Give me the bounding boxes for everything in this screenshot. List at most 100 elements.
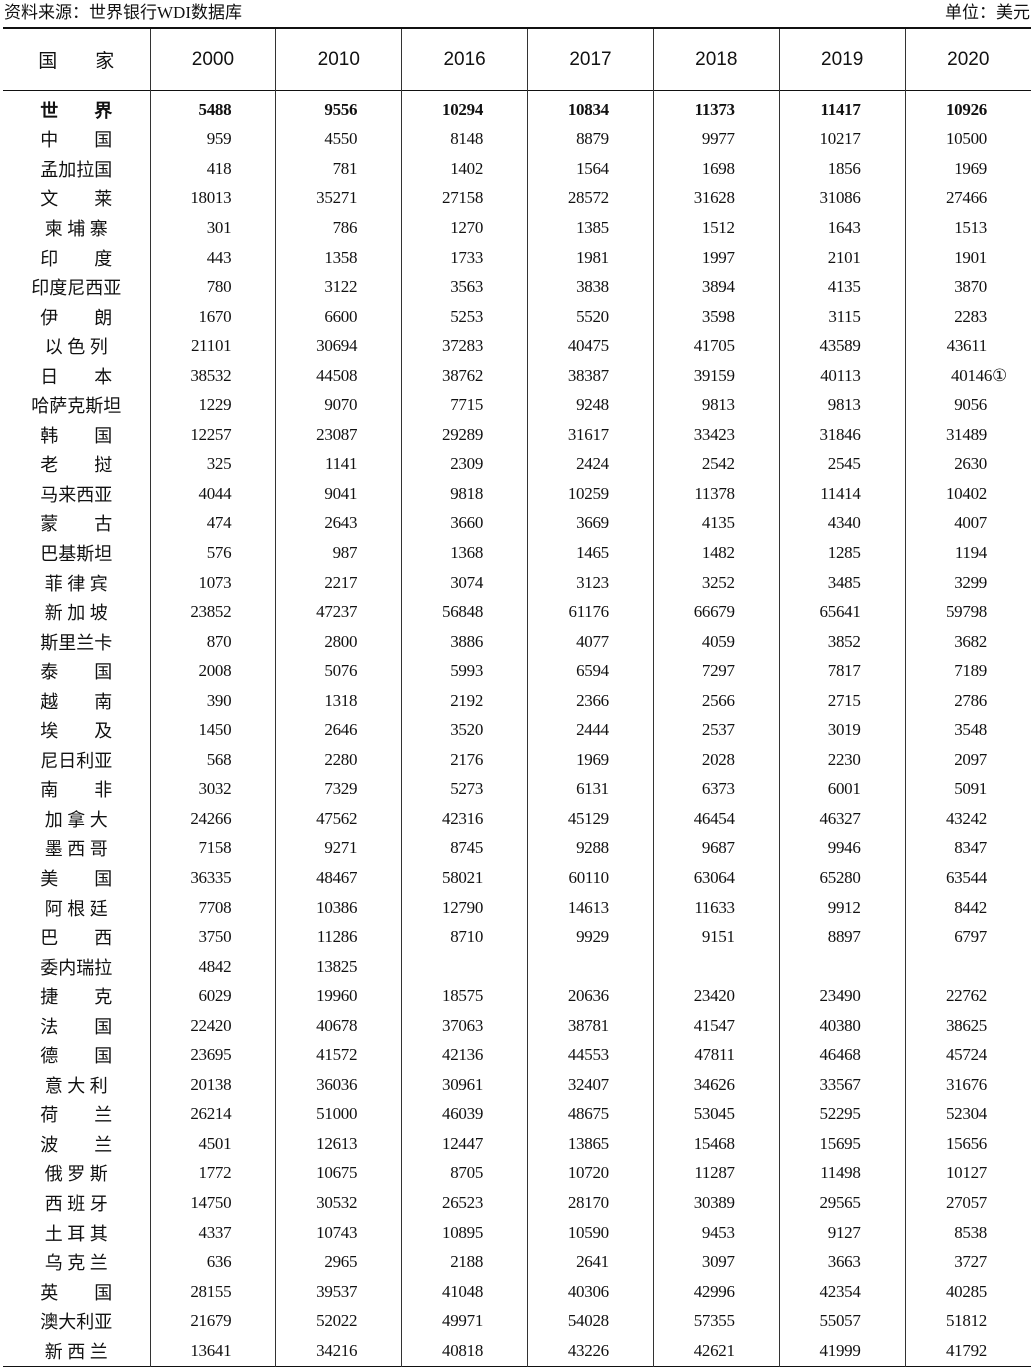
table-row: 菲 律 宾 1073 2217 3074 3123 3252 3485 3299 [3, 567, 1031, 598]
table-row: 巴基斯坦 576 987 1368 1465 1482 1285 1194 [3, 538, 1031, 568]
value-cell: 2630 [904, 449, 1031, 480]
country-name: 以 色 列 [44, 337, 108, 358]
value-cell: 9912 [778, 892, 906, 923]
value-cell: 10743 [275, 1217, 402, 1248]
table-row: 世 界 5488 9556 10294 10834 11373 11417 10926 [3, 90, 1031, 125]
value-cell: 52295 [778, 1099, 906, 1130]
table-row: 美 国 36335 48467 58021 60110 63064 65280 63544 [3, 863, 1031, 893]
value-cell: 41792 [904, 1335, 1031, 1367]
value-cell: 1856 [778, 154, 906, 184]
value-cell: 23852 [149, 597, 276, 627]
table-row: 阿 根 廷 7708 10386 12790 14613 11633 9912 8442 [3, 892, 1031, 923]
value-cell: 3299 [904, 567, 1031, 598]
value-cell: 53045 [652, 1099, 780, 1130]
country-name: 泰 国 [40, 662, 113, 683]
country-name: 南 非 [40, 780, 113, 801]
value-cell: 2566 [652, 685, 780, 716]
country-name: 老 挝 [40, 455, 113, 476]
value-cell: 38762 [401, 360, 528, 391]
value-cell: 2188 [401, 1247, 528, 1277]
value-cell: 3886 [401, 626, 528, 657]
country-name: 澳大利亚 [40, 1312, 113, 1333]
value-cell: 11378 [652, 479, 780, 509]
value-cell: 2542 [652, 449, 780, 480]
value-cell: 6001 [778, 774, 906, 805]
value-cell: 38532 [149, 360, 276, 391]
value-cell: 9288 [527, 833, 654, 864]
value-cell [527, 951, 654, 982]
value-cell: 1194 [904, 538, 1031, 568]
value-cell: 43589 [778, 331, 906, 361]
table-row: 乌 克 兰 636 2965 2188 2641 3097 3663 3727 [3, 1247, 1031, 1277]
table-row: 俄 罗 斯 1772 10675 8705 10720 11287 11498 10127 [3, 1158, 1031, 1189]
country-name: 菲 律 宾 [44, 573, 108, 594]
value-cell: 3598 [652, 301, 780, 332]
value-cell: 51812 [904, 1306, 1031, 1336]
value-cell: 7715 [401, 390, 528, 421]
table-row: 尼日利亚 568 2280 2176 1969 2028 2230 2097 [3, 745, 1031, 775]
value-cell: 31086 [778, 183, 906, 214]
value-cell: 41999 [778, 1335, 906, 1367]
value-cell: 40306 [527, 1276, 654, 1307]
value-cell: 18013 [149, 183, 276, 214]
value-cell [652, 951, 780, 982]
value-cell: 52304 [904, 1099, 1031, 1130]
value-cell: 20636 [527, 981, 654, 1011]
value-cell: 38625 [904, 1010, 1031, 1041]
value-cell: 1772 [149, 1158, 276, 1189]
value-cell: 2641 [527, 1247, 654, 1277]
value-cell: 9977 [652, 124, 780, 155]
value-cell: 11287 [652, 1158, 780, 1189]
value-cell: 41572 [275, 1040, 402, 1071]
value-cell: 30389 [652, 1188, 780, 1218]
value-cell: 42354 [778, 1276, 906, 1307]
value-cell: 9041 [275, 479, 402, 509]
country-name: 尼日利亚 [40, 750, 113, 771]
value-cell: 40285 [904, 1276, 1031, 1307]
value-cell: 2965 [275, 1247, 402, 1277]
table-row: 泰 国 2008 5076 5993 6594 7297 7817 7189 [3, 656, 1031, 686]
value-cell: 1285 [778, 538, 906, 568]
value-cell: 1141 [275, 449, 402, 480]
value-cell: 32407 [527, 1070, 654, 1100]
country-name: 波 兰 [40, 1134, 113, 1155]
table-row: 伊 朗 1670 6600 5253 5520 3598 3115 2283 [3, 301, 1031, 332]
value-cell: 5520 [527, 301, 654, 332]
country-name: 土 耳 其 [44, 1223, 108, 1244]
value-cell: 9818 [401, 479, 528, 509]
table-row: 中 国 959 4550 8148 8879 9977 10217 10500 [3, 124, 1031, 155]
country-name: 委内瑞拉 [40, 957, 113, 978]
value-cell: 21679 [149, 1306, 276, 1336]
value-cell: 12257 [149, 420, 276, 450]
value-cell: 4059 [652, 626, 780, 657]
value-cell: 8538 [904, 1217, 1031, 1248]
value-cell: 43226 [527, 1335, 654, 1367]
value-cell: 55057 [778, 1306, 906, 1336]
value-cell: 2545 [778, 449, 906, 480]
table-row: 巴 西 3750 11286 8710 9929 9151 8897 6797 [3, 922, 1031, 952]
value-cell: 38387 [527, 360, 654, 391]
column-header-2017: 2017 [527, 28, 654, 91]
country-name: 日 本 [40, 366, 113, 387]
value-cell: 12447 [401, 1129, 528, 1159]
value-cell: 43242 [904, 804, 1031, 834]
value-cell: 40678 [275, 1010, 402, 1041]
country-name: 伊 朗 [40, 307, 113, 328]
value-cell: 56848 [401, 597, 528, 627]
value-cell: 6594 [527, 656, 654, 686]
value-cell: 1512 [652, 213, 780, 243]
value-cell: 5076 [275, 656, 402, 686]
value-cell: 10259 [527, 479, 654, 509]
value-cell: 10590 [527, 1217, 654, 1248]
value-cell: 1402 [401, 154, 528, 184]
value-cell: 10926 [904, 90, 1031, 125]
value-cell: 2280 [275, 745, 402, 775]
country-name: 意 大 利 [44, 1075, 108, 1096]
value-cell: 3520 [401, 715, 528, 746]
value-cell: 11498 [778, 1158, 906, 1189]
value-cell: 15656 [904, 1129, 1031, 1159]
value-cell: 33423 [652, 420, 780, 450]
country-name: 巴基斯坦 [40, 543, 113, 564]
value-cell: 1643 [778, 213, 906, 243]
table-row: 澳大利亚 21679 52022 49971 54028 57355 55057 51812 [3, 1306, 1031, 1336]
